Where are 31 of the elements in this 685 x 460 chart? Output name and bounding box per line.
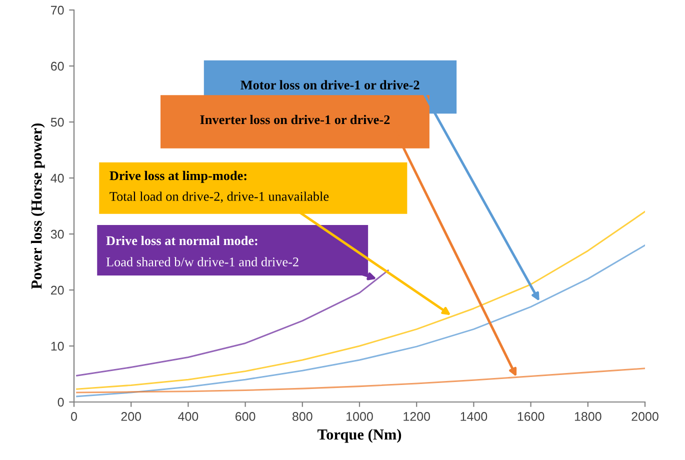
x-axis-title: Torque (Nm): [318, 428, 402, 443]
annotation: Motor loss on drive-1 or drive-2: [240, 80, 420, 90]
y-tick-label: 60: [51, 62, 64, 71]
y-axis-title: Power loss (Horse power): [30, 123, 45, 289]
x-tick-label: 2000: [632, 412, 658, 421]
x-tick-label: 1200: [404, 412, 430, 421]
y-tick-label: 10: [51, 342, 64, 351]
annotation: Load shared b/w drive-1 and drive-2: [106, 257, 298, 266]
x-tick-label: 600: [236, 412, 256, 421]
y-tick-label: 50: [50, 118, 64, 127]
y-tick-label: 70: [51, 6, 64, 15]
x-tick-label: 1600: [518, 412, 544, 421]
y-tick-label: 0: [58, 398, 64, 407]
x-tick-label: 1400: [460, 412, 488, 421]
line-series: [76, 210, 645, 390]
y-tick-label: 30: [50, 230, 64, 239]
y-tick-label: 40: [50, 174, 64, 183]
x-tick-label: 200: [121, 412, 142, 421]
x-tick-label: 1000: [346, 412, 373, 421]
x-tick-label: 800: [292, 412, 312, 421]
line-series: [76, 270, 389, 376]
annotation: Inverter loss on drive-1 or drive-2: [200, 114, 390, 124]
annotation: Total load on drive-2, drive-1 unavailable: [110, 192, 329, 203]
x-tick-label: 400: [178, 412, 198, 421]
x-tick-label: 0: [71, 412, 77, 421]
x-tick-label: 1800: [574, 412, 602, 421]
line-series: [76, 368, 645, 394]
line-series: [76, 244, 645, 398]
annotation: Drive loss at limp-mode:: [110, 170, 246, 183]
annotation: Drive loss at normal mode:: [106, 236, 258, 246]
y-tick-label: 20: [51, 286, 64, 295]
